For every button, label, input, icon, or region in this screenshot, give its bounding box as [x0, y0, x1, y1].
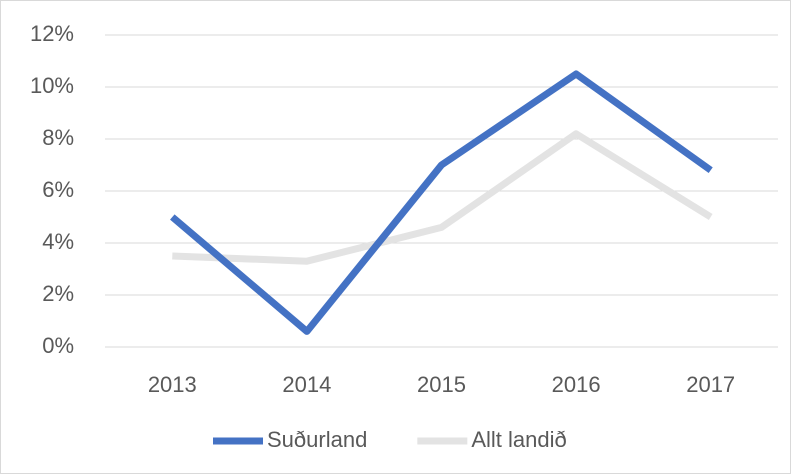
y-tick-label: 8% [42, 125, 74, 150]
legend-label: Allt landið [471, 427, 566, 452]
series-line [172, 130, 713, 265]
y-tick-label: 2% [42, 281, 74, 306]
y-tick-label: 12% [30, 21, 74, 46]
series-line [170, 70, 713, 335]
y-tick-label: 0% [42, 333, 74, 358]
x-tick-label: 2014 [282, 372, 331, 397]
y-tick-label: 4% [42, 229, 74, 254]
x-tick-label: 2015 [417, 372, 466, 397]
y-tick-label: 10% [30, 73, 74, 98]
x-tick-label: 2017 [686, 372, 735, 397]
y-tick-label: 6% [42, 177, 74, 202]
x-tick-label: 2016 [552, 372, 601, 397]
x-tick-label: 2013 [148, 372, 197, 397]
legend-label: Suðurland [267, 427, 367, 452]
